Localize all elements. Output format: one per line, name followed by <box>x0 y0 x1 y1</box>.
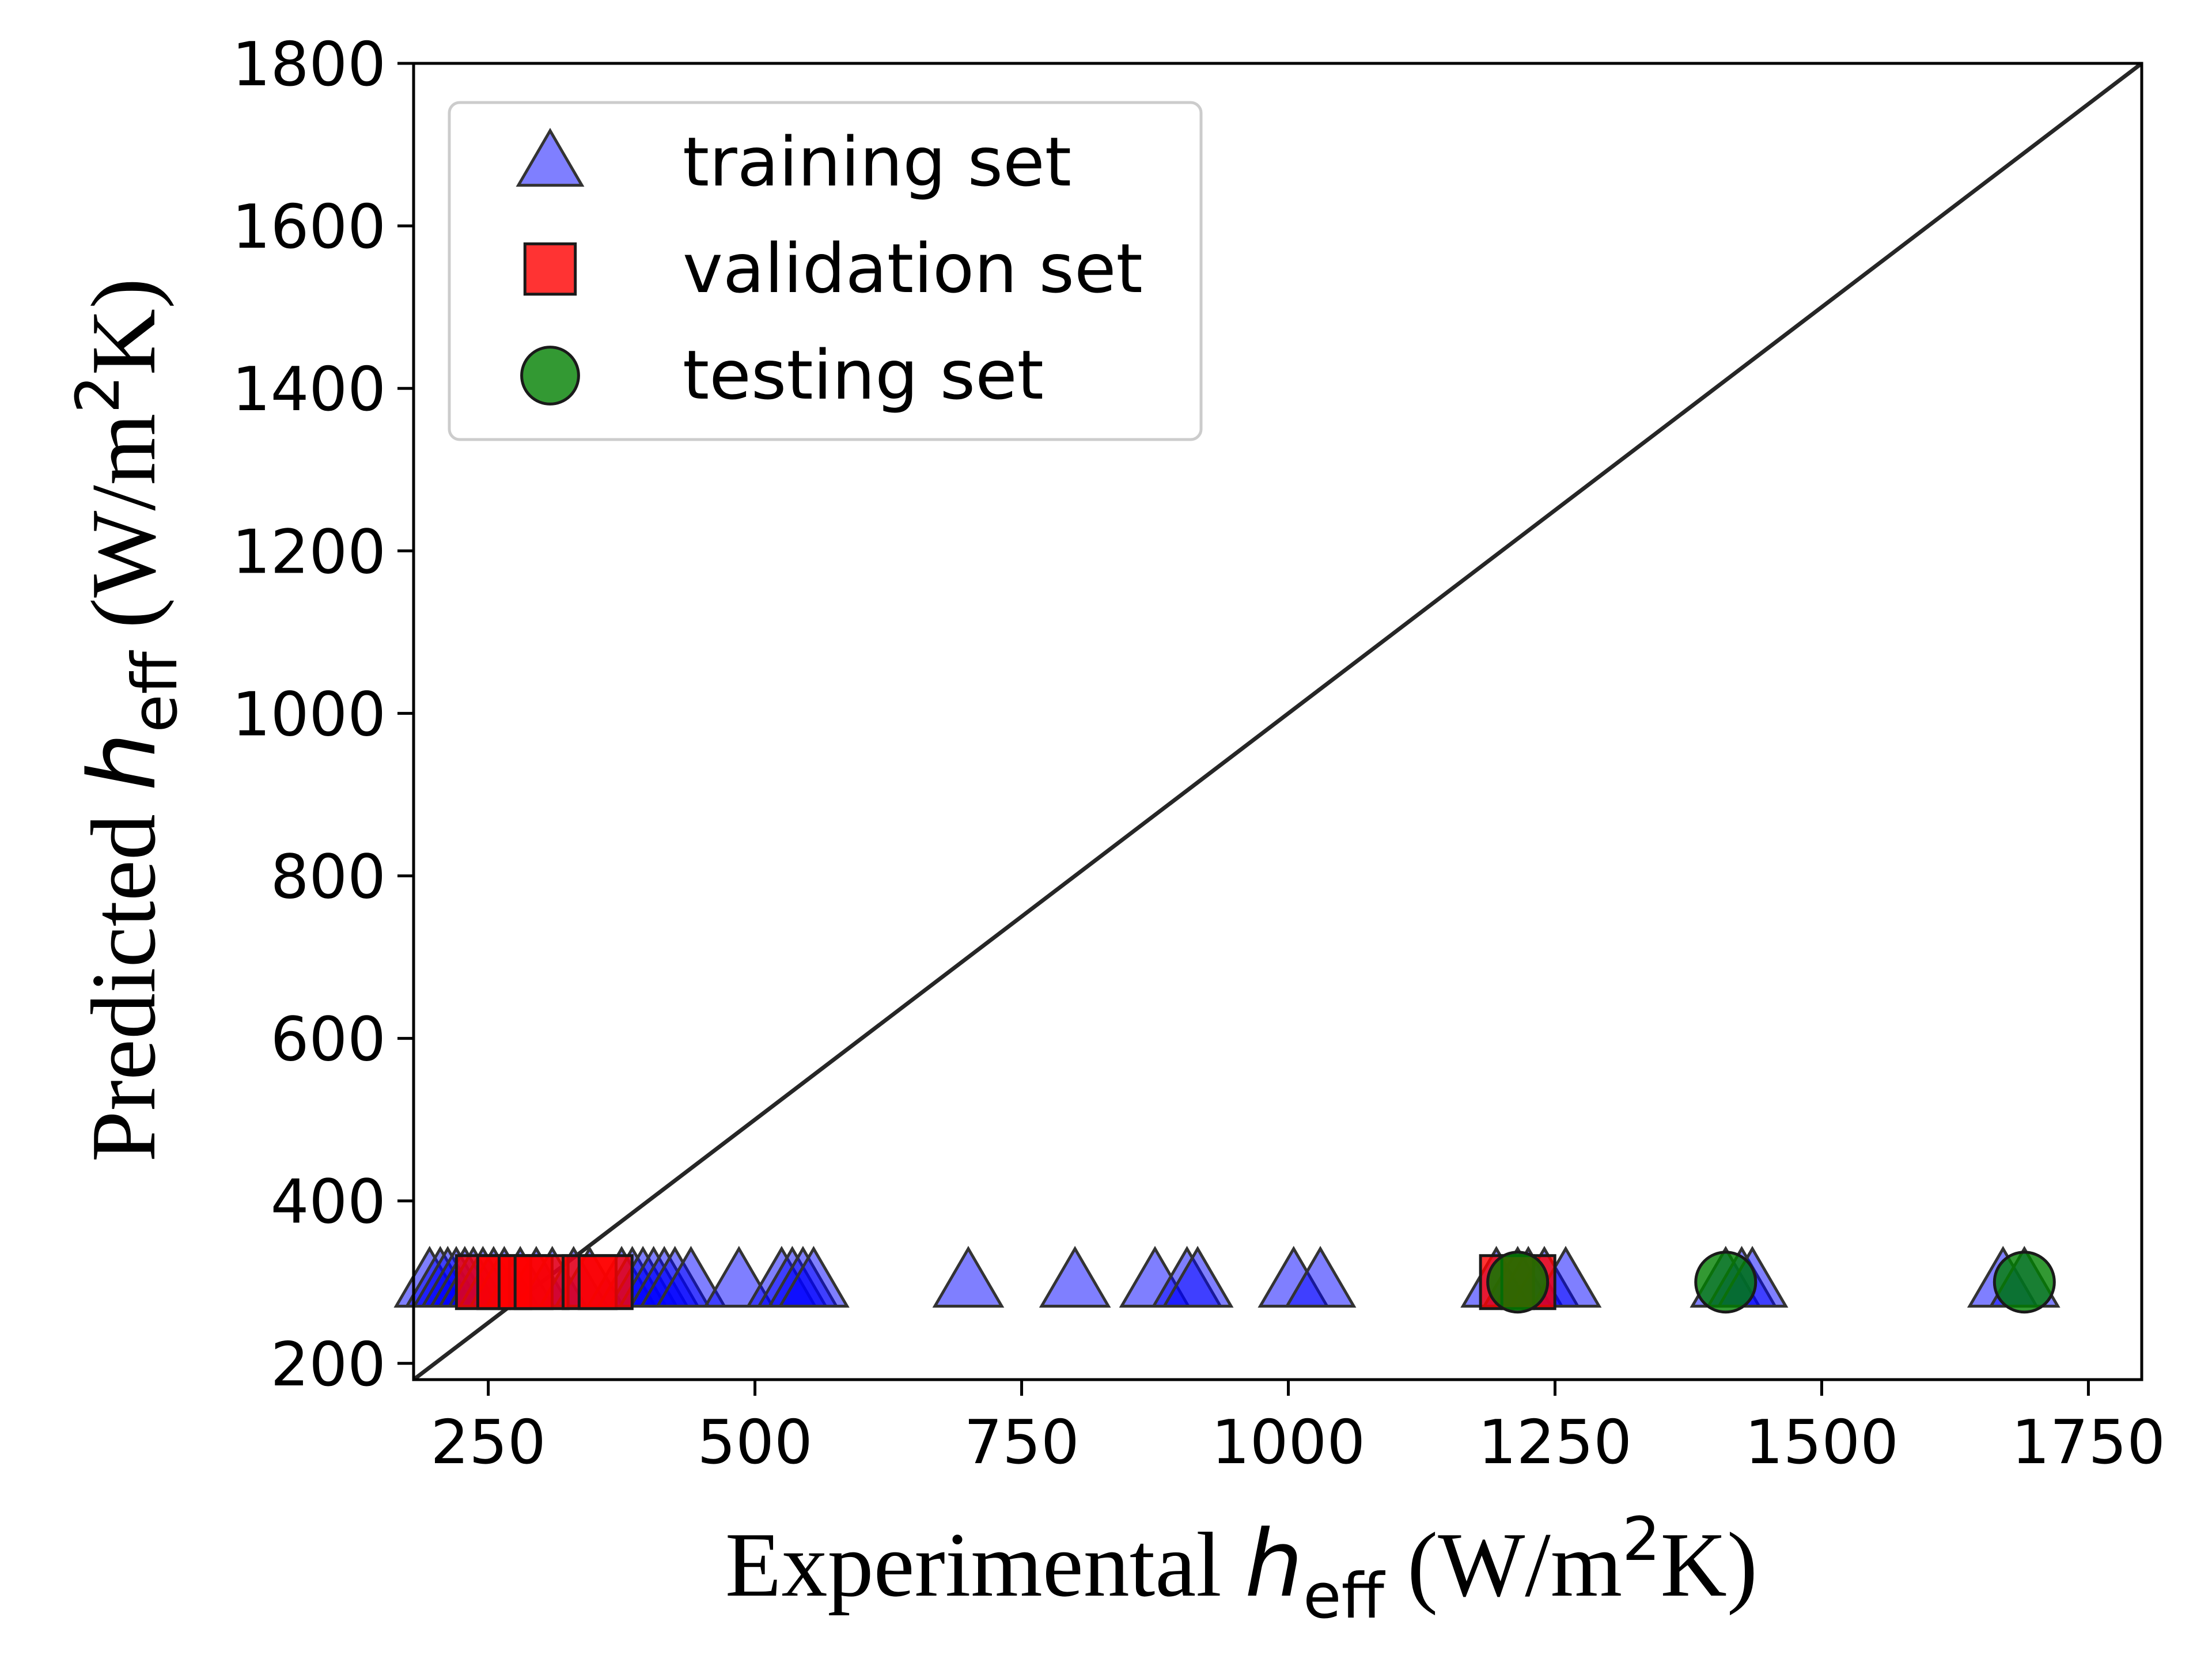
y-axis-ticks: 200 400 600 800 1000 1200 1400 1600 1800 <box>232 29 414 1400</box>
legend-label: testing set <box>683 335 1044 415</box>
square-point <box>577 1254 634 1310</box>
x-axis-ticks: 250 500 750 1000 1250 1500 1750 <box>430 1380 2165 1478</box>
x-tick-label: 1250 <box>1478 1407 1632 1478</box>
x-axis-title-unit-start: (W/m <box>1384 1513 1622 1616</box>
legend-entry: testing set <box>520 335 1044 415</box>
y-tick-label: 1400 <box>232 354 386 425</box>
triangle-point <box>1039 1245 1111 1308</box>
circle-point <box>1694 1251 1758 1314</box>
y-axis-title-variable: h <box>69 733 176 791</box>
x-axis-title-unit-end: K) <box>1660 1513 1758 1616</box>
y-tick-label: 1000 <box>232 679 386 749</box>
legend-entry: validation set <box>523 229 1143 308</box>
x-axis-title-superscript: 2 <box>1622 1504 1660 1574</box>
y-tick-label: 800 <box>271 842 386 912</box>
legend-box <box>448 101 1203 441</box>
y-tick-label: 1200 <box>232 517 386 587</box>
series-triangle <box>393 1245 2061 1308</box>
legend-entry: training set <box>516 122 1071 202</box>
x-axis-title: Experimental heff (W/m2K) <box>725 1504 1758 1633</box>
y-tick-label: 600 <box>271 1005 386 1075</box>
y-axis-title-prefix: Predicted <box>72 791 175 1162</box>
x-tick-label: 1750 <box>2012 1407 2165 1478</box>
triangle-point <box>778 1245 850 1308</box>
triangle-point <box>655 1245 727 1308</box>
y-tick-label: 1600 <box>232 192 386 262</box>
y-axis-title-unit-start: (W/m <box>72 414 175 652</box>
y-tick-label: 400 <box>271 1167 386 1237</box>
legend-label: training set <box>683 122 1071 202</box>
series-circle <box>1486 1251 2056 1314</box>
triangle-point <box>1161 1245 1234 1308</box>
x-tick-label: 1500 <box>1745 1407 1899 1478</box>
y-axis-title-subscript: eff <box>119 650 191 732</box>
series-square <box>454 1254 1556 1310</box>
legend-triangle-icon <box>516 127 585 187</box>
circle-point <box>1993 1251 2056 1314</box>
x-tick-label: 750 <box>964 1407 1079 1478</box>
triangle-point <box>1284 1245 1357 1308</box>
plot-area <box>412 62 2143 1381</box>
y-axis-title: Predicted heff (W/m2K) <box>63 278 191 1162</box>
x-tick-label: 250 <box>430 1407 546 1478</box>
legend: training set validation set testing set <box>448 101 1203 441</box>
x-axis-title-prefix: Experimental <box>725 1513 1245 1616</box>
x-tick-label: 500 <box>697 1407 812 1478</box>
legend-circle-icon <box>520 346 580 406</box>
reference-line-layer <box>414 63 2142 1380</box>
square-point <box>513 1254 570 1310</box>
x-tick-label: 1000 <box>1211 1407 1365 1478</box>
legend-label: validation set <box>683 229 1143 308</box>
y-axis-title-superscript: 2 <box>63 375 133 413</box>
y-tick-label: 200 <box>271 1330 386 1400</box>
y-axis-title-unit-end: K) <box>72 278 175 376</box>
identity-line <box>414 63 2142 1380</box>
x-axis-title-variable: h <box>1245 1510 1303 1618</box>
circle-point <box>1486 1251 1550 1314</box>
x-axis-title-subscript: eff <box>1303 1560 1385 1633</box>
legend-square-icon <box>523 242 577 296</box>
y-tick-label: 1800 <box>232 29 386 100</box>
data-markers <box>393 1245 2061 1314</box>
triangle-point <box>932 1245 1005 1308</box>
